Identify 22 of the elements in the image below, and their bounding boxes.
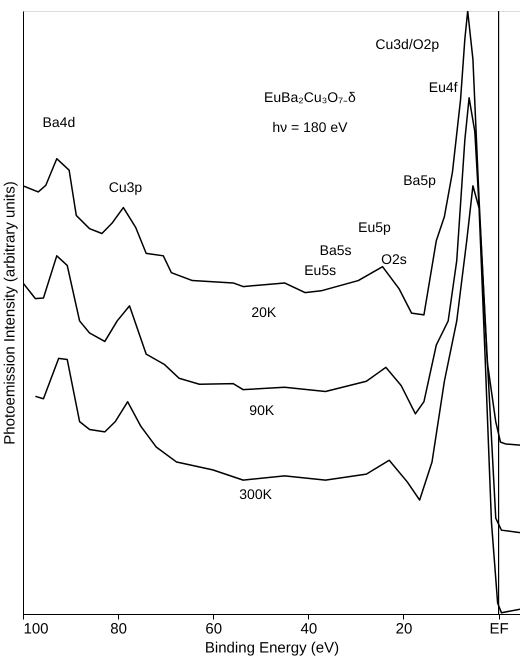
annotation: Eu5p [358, 219, 392, 236]
x-tick-label: 100 [24, 620, 49, 638]
annotation: 20K [251, 304, 277, 320]
x-tick-label: 40 [300, 620, 318, 638]
x-tick-label: 60 [205, 620, 222, 638]
x-tick-label: 20 [396, 620, 412, 638]
annotation: Cu3p [108, 178, 142, 195]
annotation: O2s [381, 250, 407, 267]
annotation: Eu4f [428, 79, 458, 96]
x-tick-label: EF [490, 620, 509, 638]
annotation: EuBa₂Cu₃O₇₋δ [264, 89, 356, 106]
x-axis-title: Binding Energy (eV) [204, 640, 340, 656]
annotation: Ba4d [42, 114, 76, 130]
annotation: Cu3d/O2p [375, 36, 440, 52]
annotation: hν = 180 eV [272, 118, 348, 135]
annotation: Eu5s [304, 262, 336, 278]
x-tick-label: 80 [110, 620, 127, 638]
annotation: Ba5p [403, 172, 436, 188]
annotation: 300K [239, 486, 273, 502]
annotation: Ba5s [320, 242, 352, 258]
y-axis-title: Photoemission Intensity (arbitrary units) [2, 181, 18, 445]
annotation: 90K [249, 402, 275, 418]
